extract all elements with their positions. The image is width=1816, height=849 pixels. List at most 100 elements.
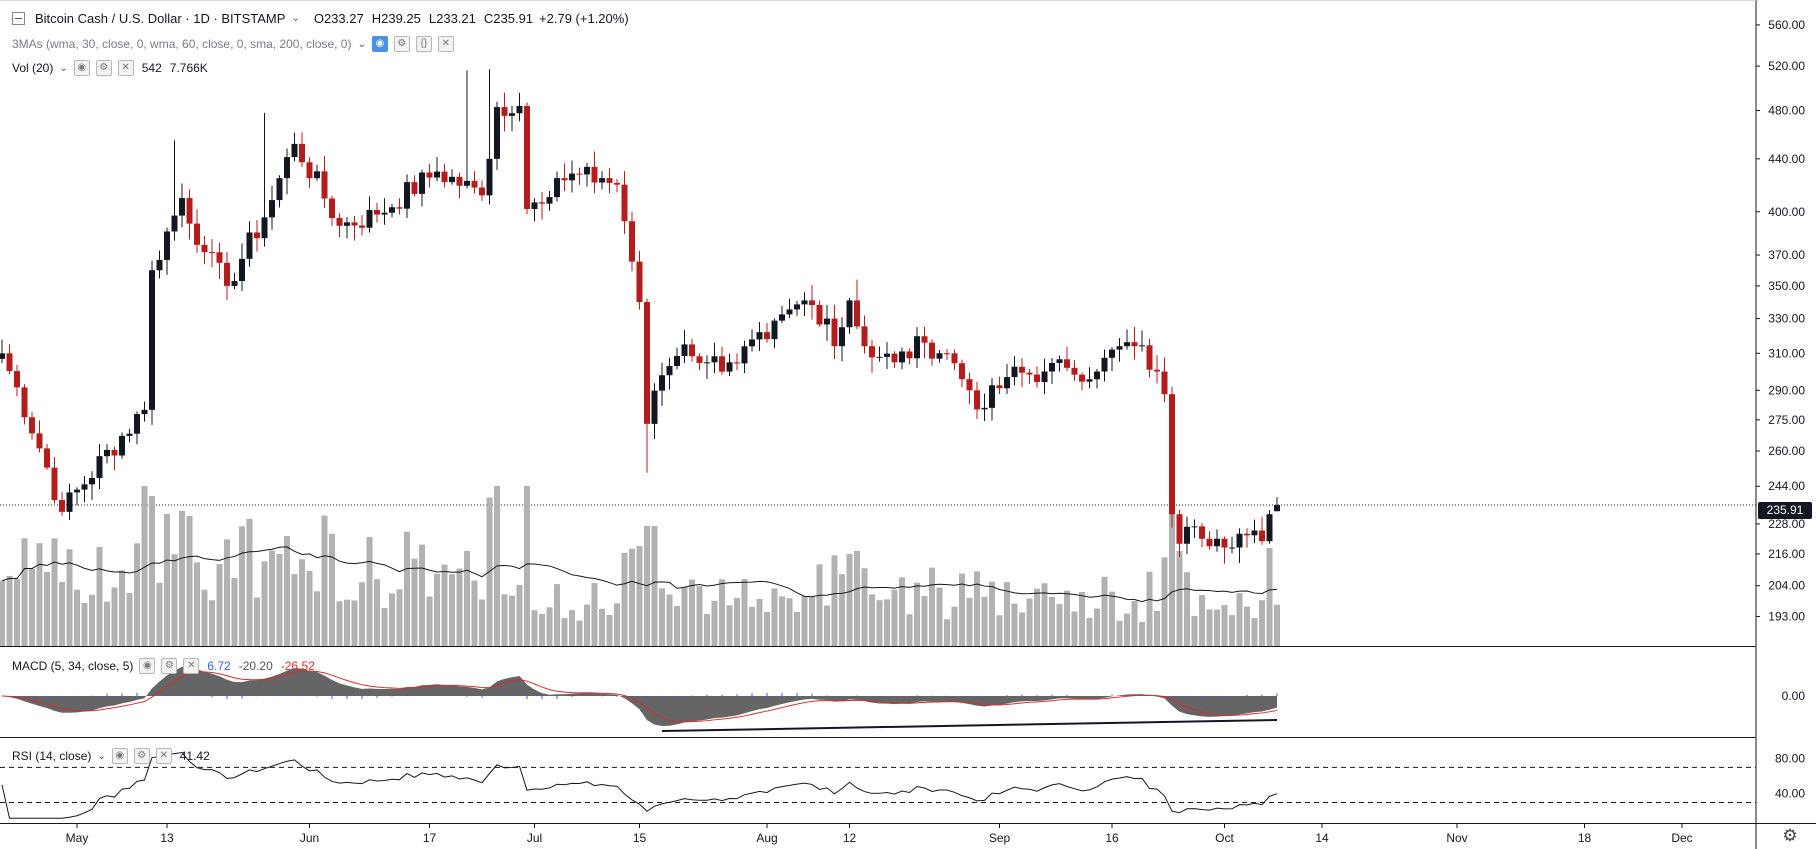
volume-legend-label[interactable]: Vol (20) <box>12 61 54 75</box>
volume-bar <box>539 613 545 646</box>
eye-icon[interactable]: ◉ <box>139 658 156 674</box>
macd-value: 6.72 <box>207 659 231 673</box>
chevron-down-icon[interactable]: ⌄ <box>291 13 300 24</box>
time-tick-label: Jul <box>527 831 542 845</box>
volume-bar <box>1064 590 1070 646</box>
volume-bar <box>434 573 440 646</box>
candle-body <box>21 387 28 418</box>
time-tick-label: 14 <box>1315 831 1329 845</box>
macd-legend-label[interactable]: MACD (5, 34, close, 5) <box>12 659 134 673</box>
candle-body <box>816 305 823 325</box>
candle-body <box>981 407 988 410</box>
candle-body <box>846 300 853 328</box>
price-tick-label: 260.00 <box>1768 444 1805 458</box>
candle-body <box>794 304 800 310</box>
eye-icon[interactable]: ◉ <box>371 36 388 52</box>
candle-body <box>854 300 860 327</box>
candle-body <box>771 320 778 340</box>
chevron-down-icon[interactable]: ⌄ <box>97 750 106 762</box>
symbol-title[interactable]: Bitcoin Cash / U.S. Dollar · 1D · BITSTA… <box>35 11 286 26</box>
volume-bar <box>741 579 748 646</box>
ohlc-low: L233.21 <box>428 11 476 26</box>
ohlc-open: O233.27 <box>313 11 364 26</box>
gear-icon[interactable]: ⚙ <box>161 658 178 674</box>
close-icon[interactable]: ✕ <box>437 36 454 52</box>
candle-body <box>606 178 613 183</box>
volume-bar <box>36 543 43 646</box>
volume-bar <box>681 587 688 646</box>
candle-body <box>681 344 688 357</box>
volume-bar <box>374 579 380 646</box>
close-icon[interactable]: ✕ <box>183 658 200 674</box>
rsi-legend-label[interactable]: RSI (14, close) <box>12 749 92 763</box>
candle-body <box>494 107 500 159</box>
candle-body <box>306 162 313 179</box>
candle-body <box>419 172 425 194</box>
candle-body <box>1221 538 1228 548</box>
candle-body <box>839 327 845 347</box>
volume-bar <box>389 593 395 646</box>
price-tick-label: 370.00 <box>1768 248 1805 262</box>
eye-icon[interactable]: ◉ <box>111 748 128 764</box>
time-axis[interactable]: May 13 Jun 17 Jul 15 Aug 12 Sep 16 Oct 14 Nov 18 Dec <box>66 823 1693 845</box>
volume-bar <box>216 564 223 646</box>
candle-body <box>426 172 433 178</box>
close-icon[interactable]: ✕ <box>155 748 172 764</box>
volume-bar <box>224 539 230 646</box>
candle-body <box>584 166 590 175</box>
candle-body <box>1041 371 1048 383</box>
volume-bar <box>719 579 725 646</box>
price-tick-label: 193.00 <box>1768 609 1805 623</box>
volume-bar <box>629 548 635 646</box>
ohlc-high: H239.25 <box>371 11 421 26</box>
price-tick-label: 440.00 <box>1768 152 1805 166</box>
time-tick-label: Oct <box>1215 831 1234 845</box>
collapse-icon[interactable] <box>12 12 25 25</box>
candle-body <box>89 477 95 485</box>
volume-bar <box>464 551 470 646</box>
candle-body <box>1154 369 1160 372</box>
time-tick-label: 15 <box>633 831 647 845</box>
candle-body <box>149 270 155 410</box>
gear-icon[interactable]: ⚙ <box>95 60 112 76</box>
volume-bar <box>44 571 50 646</box>
ma-legend-label[interactable]: 3MAs (wma, 30, close, 0, wma, 60, close,… <box>12 37 352 51</box>
volume-bar <box>441 564 448 646</box>
close-icon[interactable]: ✕ <box>117 60 134 76</box>
candle-body <box>884 353 890 357</box>
source-code-icon[interactable]: {} <box>415 36 432 52</box>
volume-bar <box>201 589 208 646</box>
volume-bar <box>666 594 673 646</box>
price-axis[interactable]: 560.00 520.00 480.00 440.00 400.00 370.00 350.… <box>1756 18 1805 801</box>
volume-bar <box>651 526 658 646</box>
candle-body <box>291 143 298 158</box>
volume-bar <box>1199 594 1205 646</box>
volume-value: 542 <box>141 61 162 75</box>
candle-body <box>171 215 178 232</box>
macd-tick-label: 0.00 <box>1782 689 1806 703</box>
volume-bar <box>126 592 133 646</box>
volume-bar <box>419 544 425 646</box>
candle-body <box>1019 366 1025 373</box>
rsi-tick-label: 40.00 <box>1775 787 1805 801</box>
gear-icon[interactable]: ⚙ <box>133 748 150 764</box>
candle-body <box>6 353 13 372</box>
candle-body <box>224 262 230 286</box>
volume-bar <box>1251 618 1258 646</box>
volume-bar <box>306 570 313 646</box>
volume-bar <box>1154 610 1160 646</box>
candle-body <box>434 171 440 178</box>
eye-icon[interactable]: ◉ <box>73 60 90 76</box>
chevron-down-icon[interactable]: ⌄ <box>357 38 366 50</box>
gear-icon[interactable]: ⚙ <box>393 36 410 52</box>
candle-body <box>516 105 523 114</box>
volume-bar <box>0 580 5 646</box>
candle-body <box>666 366 673 376</box>
gear-icon[interactable]: ⚙ <box>1782 826 1798 845</box>
chevron-down-icon[interactable]: ⌄ <box>59 62 68 74</box>
candle-body <box>591 166 598 183</box>
volume-bar <box>96 547 103 646</box>
volume-bar <box>336 601 343 646</box>
volume-bar <box>1139 622 1145 646</box>
